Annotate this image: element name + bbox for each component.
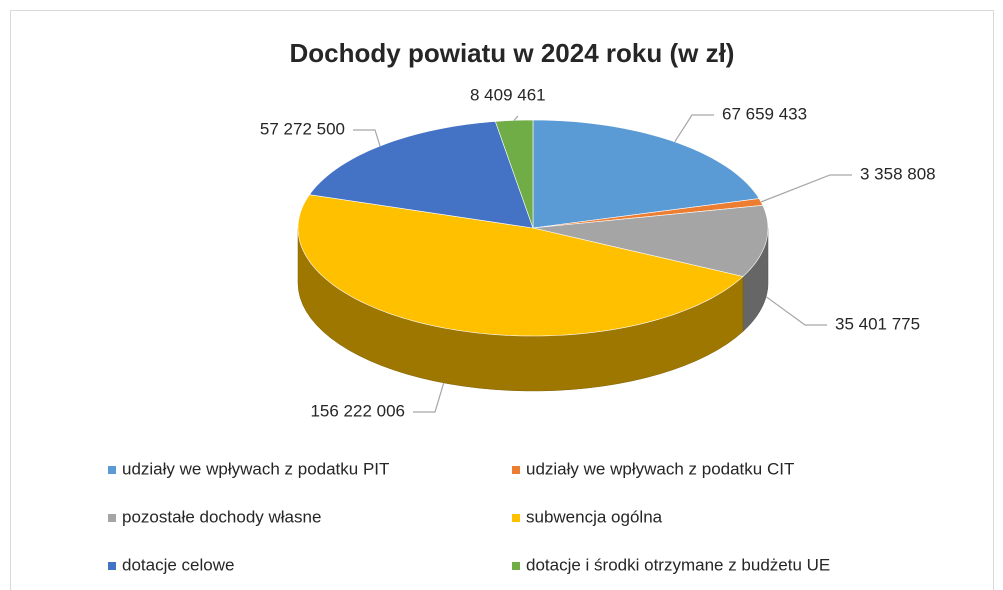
data-label: 57 272 500 xyxy=(260,119,345,138)
slice xyxy=(532,119,760,229)
leader-line xyxy=(674,114,714,143)
leader-line xyxy=(765,296,827,326)
legend-swatch xyxy=(108,466,116,474)
leader-line xyxy=(513,115,519,121)
leader-line xyxy=(760,174,852,203)
legend-swatch xyxy=(108,562,116,570)
legend-swatch xyxy=(512,514,520,522)
leader-line xyxy=(353,129,381,147)
legend-label: udziały we wpływach z podatku CIT xyxy=(526,459,794,478)
slice xyxy=(532,204,769,277)
legend-swatch xyxy=(108,514,116,522)
slice xyxy=(297,194,744,337)
leader-line xyxy=(413,382,445,413)
data-label: 8 409 461 xyxy=(470,85,546,104)
data-label: 67 659 433 xyxy=(722,104,807,123)
legend-swatch xyxy=(512,466,520,474)
legend-label: subwencja ogólna xyxy=(526,507,663,526)
data-label: 3 358 808 xyxy=(860,164,936,183)
data-label: 35 401 775 xyxy=(835,314,920,333)
legend-label: dotacje i środki otrzymane z budżetu UE xyxy=(526,555,830,574)
slice xyxy=(494,119,534,229)
data-label: 156 222 006 xyxy=(310,401,405,420)
legend-label: pozostałe dochody własne xyxy=(122,507,321,526)
legend-label: dotacje celowe xyxy=(122,555,234,574)
legend-label: udziały we wpływach z podatku PIT xyxy=(122,459,389,478)
legend-swatch xyxy=(512,562,520,570)
chart-title: Dochody powiatu w 2024 roku (w zł) xyxy=(290,38,735,68)
